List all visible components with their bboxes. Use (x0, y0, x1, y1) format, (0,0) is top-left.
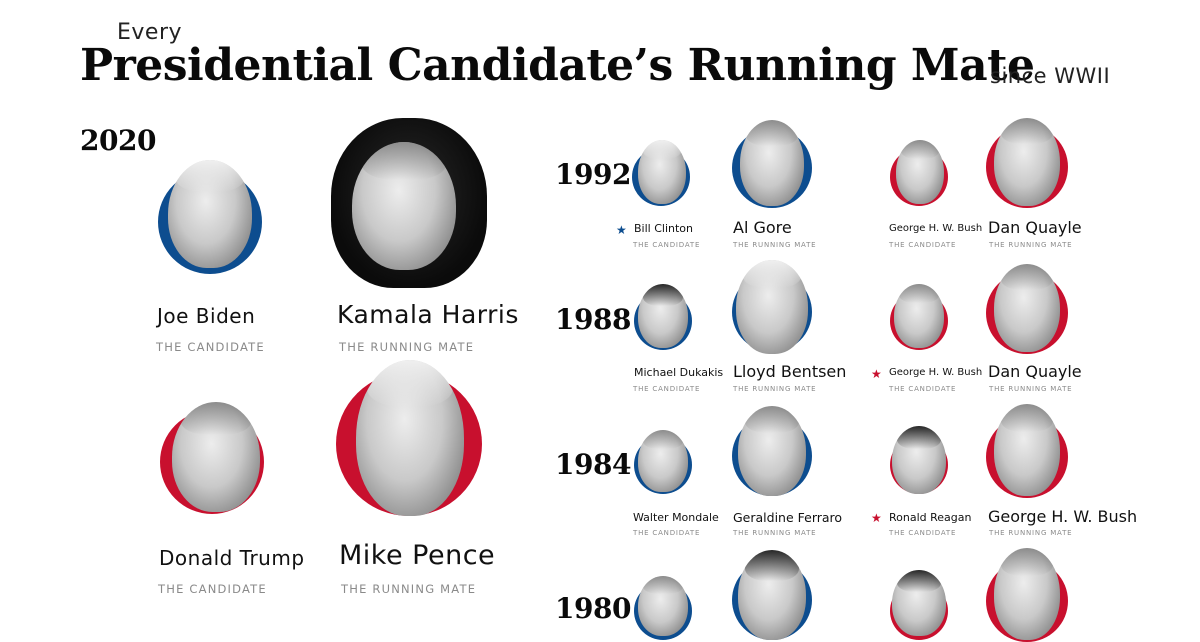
running-mate-role-label: THE RUNNING MATE (989, 529, 1073, 537)
portrait-running-mate (738, 550, 806, 640)
candidate-name: Ronald Reagan (889, 511, 972, 524)
running-mate-role-label: THE RUNNING MATE (733, 385, 817, 393)
candidate-name: Bill Clinton (634, 222, 693, 235)
portrait-lloyd-bentsen (736, 260, 808, 354)
running-mate-role-label: THE RUNNING MATE (341, 582, 477, 596)
running-mate-name: Dan Quayle (988, 218, 1082, 237)
portrait-michael-dukakis (638, 284, 688, 348)
portrait-running-mate (994, 548, 1060, 640)
year-label-1980: 1980 (555, 592, 631, 625)
running-mate-role-label: THE RUNNING MATE (989, 241, 1073, 249)
running-mate-role-label: THE RUNNING MATE (733, 241, 817, 249)
running-mate-name: Geraldine Ferraro (733, 510, 843, 525)
title-prefix: Every (117, 20, 183, 45)
portrait-walter-mondale (638, 430, 688, 492)
year-label-1984: 1984 (555, 448, 631, 481)
candidate-role-label: THE CANDIDATE (633, 529, 701, 537)
candidate-role-label: THE CANDIDATE (889, 385, 957, 393)
candidate-name: Donald Trump (159, 546, 305, 570)
portrait-joe-biden (168, 160, 252, 268)
portrait-george-hw-bush (896, 140, 944, 204)
year-label-1988: 1988 (555, 303, 631, 336)
running-mate-role-label: THE RUNNING MATE (733, 529, 817, 537)
portrait-donald-trump (172, 402, 260, 512)
page-title: Presidential Candidate’s Running Mate (80, 40, 1035, 91)
portrait-candidate (638, 576, 688, 636)
running-mate-name: Kamala Harris (337, 300, 519, 329)
star-icon: ★ (871, 511, 882, 525)
portrait-kamala-harris (352, 142, 456, 270)
portrait-geraldine-ferraro (738, 406, 806, 496)
running-mate-name: Lloyd Bentsen (733, 362, 847, 381)
year-label-2020: 2020 (80, 124, 156, 157)
candidate-name: Joe Biden (157, 304, 256, 328)
portrait-candidate (892, 570, 946, 636)
running-mate-role-label: THE RUNNING MATE (339, 340, 475, 354)
candidate-role-label: THE CANDIDATE (158, 582, 267, 596)
running-mate-name: Al Gore (733, 218, 792, 237)
portrait-george-hw-bush (994, 404, 1060, 496)
portrait-dan-quayle (994, 264, 1060, 352)
running-mate-role-label: THE RUNNING MATE (989, 385, 1073, 393)
portrait-al-gore (740, 120, 804, 206)
candidate-role-label: THE CANDIDATE (156, 340, 265, 354)
portrait-mike-pence (356, 360, 464, 516)
candidate-role-label: THE CANDIDATE (889, 529, 957, 537)
portrait-dan-quayle (994, 118, 1060, 206)
year-label-1992: 1992 (555, 158, 631, 191)
portrait-ronald-reagan (892, 426, 946, 494)
star-icon: ★ (616, 223, 627, 237)
candidate-role-label: THE CANDIDATE (633, 385, 701, 393)
running-mate-name: Dan Quayle (988, 362, 1082, 381)
candidate-name: Walter Mondale (633, 511, 719, 524)
candidate-role-label: THE CANDIDATE (633, 241, 701, 249)
candidate-role-label: THE CANDIDATE (889, 241, 957, 249)
candidate-name: Michael Dukakis (634, 366, 724, 379)
portrait-bill-clinton (638, 140, 686, 204)
running-mate-name: George H. W. Bush (988, 507, 1138, 526)
running-mate-name: Mike Pence (339, 540, 496, 571)
candidate-name: George H. W. Bush (889, 223, 983, 234)
title-suffix: since WWII (990, 64, 1111, 88)
star-icon: ★ (871, 367, 882, 381)
portrait-george-hw-bush (894, 284, 944, 348)
candidate-name: George H. W. Bush (889, 367, 983, 378)
